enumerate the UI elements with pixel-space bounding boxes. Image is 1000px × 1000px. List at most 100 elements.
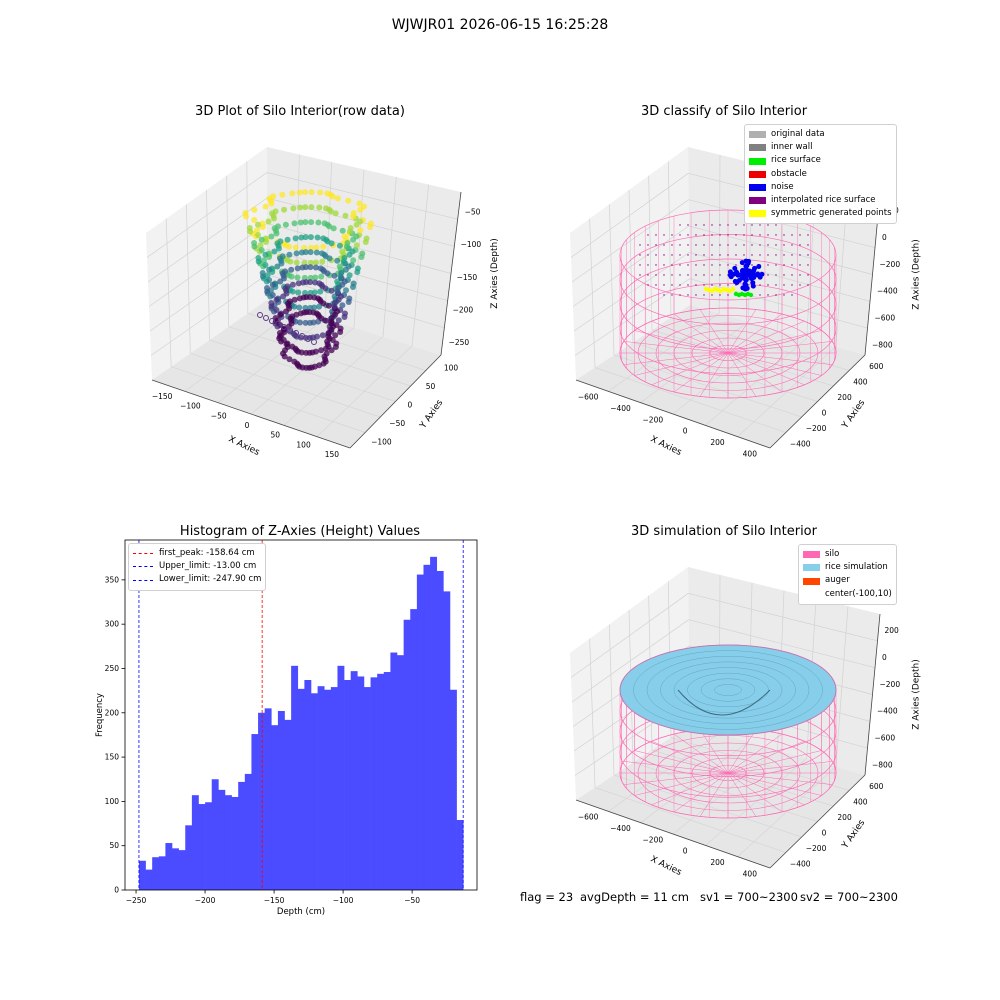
x-tick-label: −100: [180, 402, 201, 411]
point-marker: [362, 239, 369, 245]
point-marker: [312, 274, 319, 281]
interpolated-point: [703, 224, 705, 226]
interpolated-point: [743, 234, 745, 236]
y-axis-label: Frequency: [95, 693, 105, 737]
point-marker: [324, 270, 331, 277]
classify-plot-title: 3D classify of Silo Interior: [640, 104, 808, 119]
interpolated-point: [751, 254, 753, 256]
point-marker: [312, 264, 319, 271]
point-marker: [272, 208, 279, 215]
legend-label: center(-100,10): [825, 588, 892, 599]
histogram-bar: [363, 687, 371, 890]
interpolated-point: [791, 274, 793, 276]
histogram-bar: [224, 795, 232, 890]
point-marker: [242, 210, 249, 216]
y-tick-label: 300: [105, 620, 120, 629]
interpolated-point: [767, 224, 769, 226]
legend-label: Upper_limit: -13.00 cm: [159, 561, 257, 572]
silo-floor-spoke: [651, 740, 729, 774]
histogram-bar: [383, 672, 391, 890]
histogram-bar: [258, 712, 265, 890]
point-marker: [268, 300, 275, 306]
histogram-bar: [350, 671, 358, 890]
x-tick-label: −600: [578, 393, 599, 402]
point-marker: [281, 206, 288, 213]
point-marker: [284, 236, 291, 243]
interpolated-point: [807, 244, 809, 246]
point-marker: [313, 244, 320, 251]
interpolated-point: [647, 234, 649, 236]
point-marker: [293, 250, 300, 257]
silo-floor-spoke: [727, 772, 833, 785]
point-marker: [262, 262, 269, 268]
interpolated-point: [655, 284, 657, 286]
point-marker: [356, 200, 363, 207]
z-axis-label: Z Axies (Depth): [912, 239, 922, 310]
point-marker: [346, 272, 353, 279]
x-tick-label: −100: [333, 896, 354, 905]
silo-floor-spoke: [673, 313, 729, 354]
interpolated-point: [767, 294, 769, 296]
interpolated-point: [807, 274, 809, 276]
noise-point: [750, 280, 756, 286]
rice-mesh-ring: [673, 667, 783, 713]
interpolated-point: [791, 294, 793, 296]
histogram-bar: [152, 857, 160, 890]
point-marker: [295, 289, 302, 296]
point-marker: [286, 356, 293, 363]
point-marker: [318, 315, 325, 322]
z-tick-label: 0: [882, 233, 887, 242]
avg-depth-readout: avgDepth = 11 cm: [580, 890, 689, 904]
histogram-bar: [198, 804, 206, 890]
point-marker: [292, 235, 299, 242]
legend-label: obstacle: [771, 168, 807, 179]
interpolated-point: [655, 274, 657, 276]
interpolated-point: [703, 264, 705, 266]
point-marker: [268, 233, 275, 240]
silo-ring: [619, 209, 837, 301]
silo-floor-spoke: [623, 352, 729, 365]
point-marker: [303, 349, 310, 356]
interpolated-point: [751, 234, 753, 236]
rice-simulation-surface: [619, 644, 837, 736]
point-marker: [331, 272, 338, 279]
interpolated-point: [679, 254, 681, 256]
point-marker: [332, 332, 339, 339]
histogram-bar: [211, 779, 219, 890]
silo-floor-spoke: [651, 320, 729, 354]
point-marker: [255, 255, 262, 261]
silo-floor-spoke: [623, 772, 729, 785]
interpolated-point: [663, 244, 665, 246]
z-axis-label: Z Axies (Depth): [490, 238, 500, 309]
x-tick-label: −200: [643, 415, 664, 424]
point-marker: [308, 204, 315, 211]
y-tick-label: −200: [806, 424, 827, 433]
histogram-bar: [185, 825, 193, 890]
silo-floor-spoke: [727, 352, 805, 386]
point-marker: [259, 270, 266, 276]
interpolated-point: [791, 284, 793, 286]
point-marker: [262, 251, 269, 258]
legend-label: silo: [825, 549, 840, 559]
interpolated-point: [735, 234, 737, 236]
interpolated-point: [647, 274, 649, 276]
point-marker: [294, 265, 301, 272]
interpolated-point: [783, 284, 785, 286]
legend-swatch: [749, 157, 766, 165]
legend-swatch: [749, 197, 766, 205]
interpolated-point: [695, 264, 697, 266]
legend-label: auger: [825, 575, 850, 586]
z-axis-line: [440, 191, 462, 356]
point-marker: [350, 236, 357, 243]
point-marker: [326, 255, 333, 262]
y-tick-label: −400: [790, 859, 811, 868]
z-tick-label: −100: [461, 240, 482, 249]
interpolated-point: [695, 234, 697, 236]
grid-line: [266, 172, 458, 220]
z-tick-label: −150: [457, 273, 478, 282]
histogram-bar: [443, 591, 451, 890]
point-marker: [307, 319, 313, 326]
point-marker: [296, 189, 303, 196]
y-tick-label: −400: [790, 439, 811, 448]
grid-line: [688, 592, 878, 642]
